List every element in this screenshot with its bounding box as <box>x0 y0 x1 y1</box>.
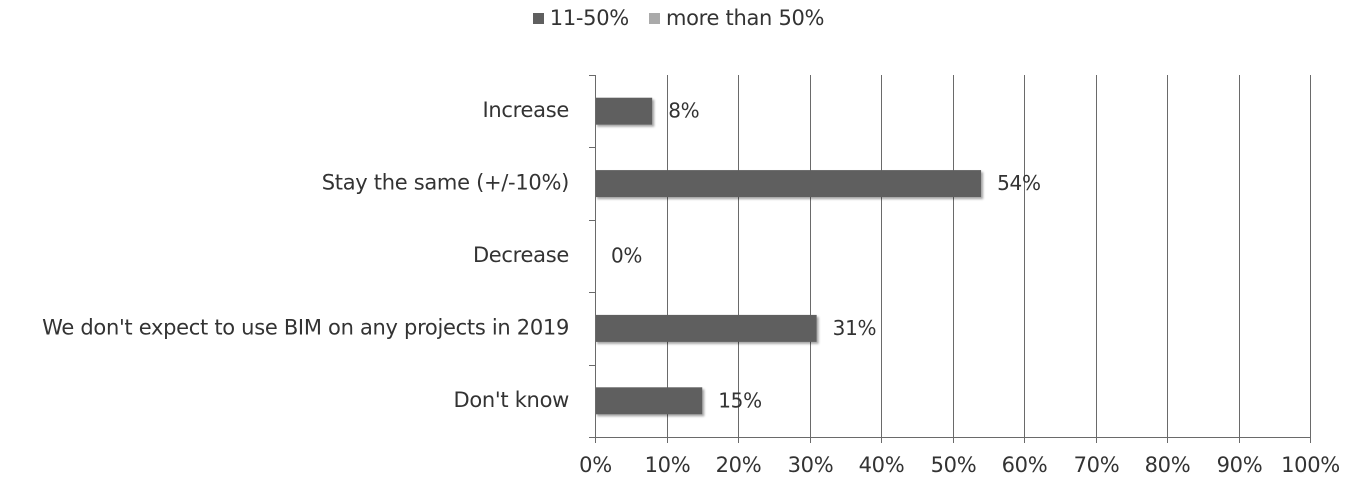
x-tick-label: 70% <box>1074 453 1120 477</box>
x-tick-label: 60% <box>1002 453 1048 477</box>
category-label: Decrease <box>473 243 569 267</box>
bar <box>595 170 982 198</box>
category-label: Stay the same (+/-10%) <box>322 171 569 195</box>
chart-legend: 11-50% more than 50% <box>0 6 1357 30</box>
legend-swatch-series-1 <box>532 12 544 24</box>
x-tick-label: 30% <box>788 453 834 477</box>
x-tick-label: 20% <box>716 453 762 477</box>
data-label: 31% <box>833 316 877 340</box>
category-label: Increase <box>483 98 569 122</box>
legend-label-series-1: 11-50% <box>549 6 629 30</box>
data-label: 0% <box>611 244 642 268</box>
category-label: We don't expect to use BIM on any projec… <box>42 315 569 339</box>
legend-item-series-2: more than 50% <box>648 6 825 30</box>
bar <box>595 97 653 125</box>
bar <box>595 387 703 415</box>
legend-swatch-series-2 <box>648 12 660 24</box>
legend-item-series-1: 11-50% <box>532 6 629 30</box>
data-label: 54% <box>997 171 1041 195</box>
x-tick-label: 90% <box>1217 453 1263 477</box>
data-label: 8% <box>668 99 699 123</box>
x-tick-label: 10% <box>645 453 691 477</box>
legend-label-series-2: more than 50% <box>665 6 825 30</box>
x-tick-label: 0% <box>579 453 612 477</box>
x-tick-label: 50% <box>931 453 977 477</box>
data-label: 15% <box>718 388 762 412</box>
category-label: Don't know <box>453 388 569 412</box>
bar <box>595 314 817 342</box>
x-tick-label: 80% <box>1145 453 1191 477</box>
x-tick-label: 40% <box>859 453 905 477</box>
x-tick-label: 100% <box>1281 453 1340 477</box>
